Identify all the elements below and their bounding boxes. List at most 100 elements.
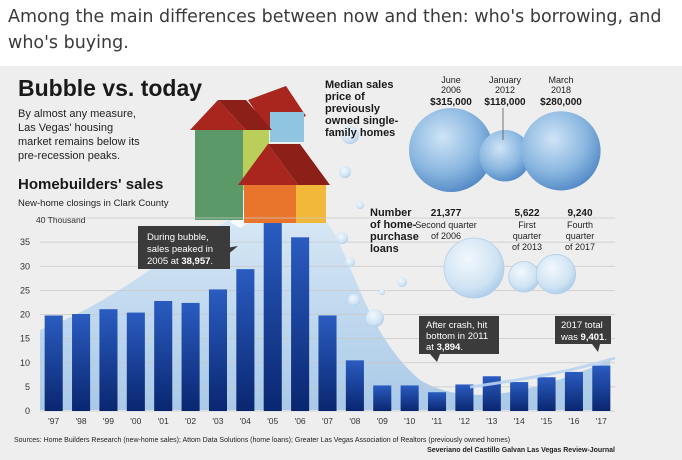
callout-peak: During bubble, sales peaked in 2005 at 3… bbox=[138, 226, 238, 269]
bar bbox=[208, 289, 228, 411]
x-axis-labels: '97 '98 '99 '00 '01 '02 '03 '04 '05 '06 '07 '08 '09 '… bbox=[48, 416, 607, 426]
loan-value: 9,240 bbox=[567, 208, 592, 219]
median-heading-line: price of bbox=[325, 91, 365, 103]
intro-line: pre-recession peaks. bbox=[18, 150, 120, 162]
trend-curve bbox=[469, 356, 616, 389]
intro-line: Las Vegas' housing bbox=[18, 122, 113, 134]
bar bbox=[126, 312, 145, 411]
median-price-value: $118,000 bbox=[484, 97, 526, 108]
loan-label-line: quarter bbox=[513, 231, 542, 241]
median-date-line: 2012 bbox=[495, 85, 515, 95]
x-tick-label: '17 bbox=[596, 416, 607, 426]
credit-line: Severiano del Castillo Galvan Las Vegas … bbox=[427, 447, 615, 454]
bar bbox=[72, 314, 91, 411]
article-caption: Among the main differences between now a… bbox=[8, 7, 662, 53]
loan-label-line: Second quarter bbox=[415, 220, 477, 230]
loans-heading: Number of home- purchase loans bbox=[370, 207, 419, 255]
median-heading-line: previously bbox=[325, 103, 381, 115]
bar bbox=[427, 392, 447, 411]
chart-title: Homebuilders' sales bbox=[18, 176, 163, 193]
bar bbox=[345, 360, 364, 411]
bar bbox=[400, 385, 419, 411]
bar bbox=[263, 223, 282, 411]
median-heading-line: family homes bbox=[325, 127, 395, 139]
y-tick-label: 35 bbox=[20, 237, 30, 247]
small-bubble bbox=[345, 257, 355, 267]
bar bbox=[373, 385, 392, 411]
loan-label-line: of 2006 bbox=[431, 231, 461, 241]
median-date-line: June bbox=[441, 75, 461, 85]
y-axis-unit-label: 40 Thousand bbox=[36, 215, 86, 225]
median-price-value: $315,000 bbox=[430, 97, 472, 108]
x-tick-label: '02 bbox=[185, 416, 196, 426]
small-bubble bbox=[339, 166, 351, 178]
x-tick-label: '97 bbox=[48, 416, 59, 426]
small-bubble bbox=[348, 294, 360, 306]
bar bbox=[44, 315, 63, 411]
bar bbox=[291, 237, 310, 411]
loan-bubble bbox=[535, 254, 577, 295]
loan-label-line: of 2017 bbox=[565, 242, 595, 252]
callout-line: During bubble, bbox=[147, 232, 209, 243]
loan-label-line: quarter bbox=[566, 231, 595, 241]
callout-bottom: After crash, hit bottom in 2011 at 3,894… bbox=[419, 316, 499, 362]
loan-value: 5,622 bbox=[514, 208, 539, 219]
x-tick-label: '00 bbox=[130, 416, 141, 426]
median-date-line: 2006 bbox=[441, 85, 461, 95]
small-bubble bbox=[366, 309, 384, 327]
x-tick-label: '08 bbox=[349, 416, 360, 426]
callout-line: After crash, hit bbox=[426, 320, 488, 331]
y-tick-label: 30 bbox=[20, 261, 30, 271]
loan-label-line: Fourth bbox=[567, 220, 593, 230]
small-bubble bbox=[336, 232, 348, 244]
x-tick-label: '04 bbox=[240, 416, 251, 426]
x-tick-label: '10 bbox=[404, 416, 415, 426]
loan-bubble bbox=[443, 237, 505, 299]
y-tick-label: 25 bbox=[20, 285, 30, 295]
x-tick-label: '11 bbox=[432, 416, 443, 426]
x-tick-label: '12 bbox=[459, 416, 470, 426]
y-tick-label: 5 bbox=[25, 382, 30, 392]
intro-line: By almost any measure, bbox=[18, 108, 136, 120]
y-axis-ticks: 0 5 10 15 20 25 30 35 bbox=[20, 237, 30, 416]
x-tick-label: '98 bbox=[76, 416, 87, 426]
small-bubble bbox=[397, 277, 407, 287]
callout-line: 2005 at 38,957. bbox=[147, 256, 213, 267]
x-tick-label: '15 bbox=[541, 416, 552, 426]
callout-line: at 3,894. bbox=[426, 342, 463, 353]
decorative-bubbles bbox=[336, 126, 407, 327]
x-tick-label: '05 bbox=[267, 416, 278, 426]
median-heading-line: Median sales bbox=[325, 79, 393, 91]
x-tick-label: '16 bbox=[568, 416, 579, 426]
sources-note: Sources: Home Builders Research (new-hom… bbox=[14, 437, 510, 444]
median-heading-line: owned single- bbox=[325, 115, 399, 127]
median-price-bubble bbox=[521, 111, 601, 191]
y-tick-label: 15 bbox=[20, 334, 30, 344]
loans-heading-line: of home- bbox=[370, 219, 417, 231]
chart-subtitle: New-home closings in Clark County bbox=[18, 198, 169, 209]
x-tick-label: '14 bbox=[514, 416, 525, 426]
y-tick-label: 0 bbox=[25, 406, 30, 416]
median-price-value: $280,000 bbox=[540, 97, 582, 108]
callout-line: sales peaked in bbox=[147, 244, 213, 255]
y-tick-label: 10 bbox=[20, 358, 30, 368]
bar bbox=[181, 302, 200, 411]
small-bubble bbox=[379, 289, 385, 295]
median-price-bubble bbox=[479, 129, 531, 182]
bars bbox=[44, 223, 611, 411]
x-tick-label: '09 bbox=[377, 416, 388, 426]
median-price-bubble bbox=[409, 108, 493, 192]
small-bubble bbox=[341, 126, 359, 144]
median-date-line: March bbox=[548, 75, 573, 85]
bar bbox=[318, 315, 337, 411]
x-tick-label: '01 bbox=[158, 416, 169, 426]
graphic-title: Bubble vs. today bbox=[18, 75, 202, 101]
loans-heading-line: purchase bbox=[370, 231, 419, 243]
bar bbox=[154, 300, 173, 411]
callout-2017: 2017 total was 9,401. bbox=[555, 316, 611, 352]
x-tick-label: '13 bbox=[486, 416, 497, 426]
median-price-heading: Median sales price of previously owned s… bbox=[325, 79, 399, 139]
